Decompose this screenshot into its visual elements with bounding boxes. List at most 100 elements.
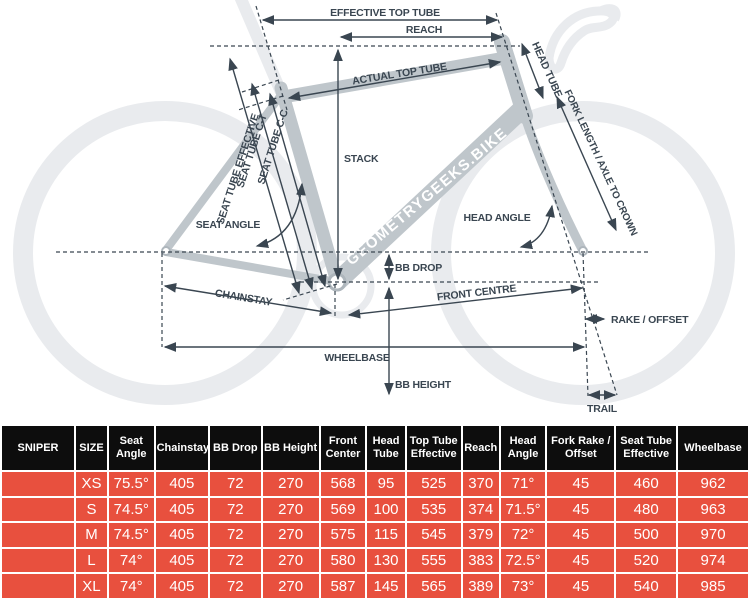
- size-cell: M: [76, 523, 107, 547]
- value-cell: 75.5°: [108, 472, 154, 496]
- value-cell: 520: [616, 548, 677, 573]
- table-header: SNIPER SIZE Seat Angle Chainstay BB Drop BB H…: [2, 426, 748, 470]
- geometry-table: SNIPER SIZE Seat Angle Chainstay BB Drop BB H…: [0, 424, 750, 600]
- label-stack: STACK: [344, 153, 379, 165]
- value-cell: 100: [367, 497, 405, 522]
- value-cell: 580: [320, 548, 366, 573]
- value-cell: 270: [262, 548, 319, 573]
- value-cell: 985: [678, 574, 748, 598]
- head-tube-arrow: [521, 42, 544, 100]
- label-wheelbase: WHEELBASE: [324, 352, 389, 364]
- rear-dropout: [161, 246, 171, 256]
- value-cell: 72: [210, 497, 261, 522]
- value-cell: 389: [462, 574, 499, 598]
- column-header: Reach: [462, 426, 499, 470]
- row-spacer-cell: [2, 548, 74, 573]
- handlebar-ghost: [544, 6, 618, 74]
- header-row: SNIPER SIZE Seat Angle Chainstay BB Drop BB H…: [2, 426, 748, 470]
- geometry-diagram-svg: GEOMETRYGEEKS.BIKE: [13, 0, 735, 415]
- value-cell: 370: [462, 472, 499, 496]
- seat-tube-effective-arrow: [228, 57, 301, 295]
- value-cell: 500: [616, 523, 677, 547]
- value-cell: 71.5°: [500, 497, 546, 522]
- value-cell: 270: [262, 497, 319, 522]
- head-tube-frame: [494, 34, 533, 124]
- value-cell: 72: [210, 574, 261, 598]
- value-cell: 72: [210, 548, 261, 573]
- row-spacer-cell: [2, 497, 74, 522]
- value-cell: 405: [155, 523, 209, 547]
- label-effective-top-tube: EFFECTIVE TOP TUBE: [330, 7, 440, 19]
- size-cell: L: [76, 548, 107, 573]
- column-header: Seat Tube Effective: [616, 426, 677, 470]
- value-cell: 72.5°: [500, 548, 546, 573]
- row-spacer-cell: [2, 472, 74, 496]
- value-cell: 962: [678, 472, 748, 496]
- model-name-header: SNIPER: [2, 426, 74, 470]
- value-cell: 974: [678, 548, 748, 573]
- table-row: L 74° 405 72 270 580 130 555 383 72.5° 45 520 974: [2, 548, 748, 573]
- value-cell: 72: [210, 472, 261, 496]
- value-cell: 45: [547, 497, 615, 522]
- front-axle-vertical-ref: [582, 252, 589, 397]
- actual-top-tube-arrow: [287, 59, 502, 101]
- value-cell: 74.5°: [108, 497, 154, 522]
- size-cell: XL: [76, 574, 107, 598]
- column-header: Chainstay: [155, 426, 209, 470]
- column-header: Head Tube: [367, 426, 405, 470]
- value-cell: 963: [678, 497, 748, 522]
- value-cell: 270: [262, 472, 319, 496]
- column-header: BB Height: [262, 426, 319, 470]
- table-body: XS 75.5° 405 72 270 568 95 525 370 71° 45 460 962 S 74…: [2, 472, 748, 598]
- label-reach: REACH: [406, 24, 442, 36]
- value-cell: 379: [462, 523, 499, 547]
- value-cell: 383: [462, 548, 499, 573]
- size-cell: S: [76, 497, 107, 522]
- geometry-diagram: GEOMETRYGEEKS.BIKE: [13, 0, 735, 415]
- value-cell: 565: [406, 574, 461, 598]
- value-cell: 545: [406, 523, 461, 547]
- label-seat-angle: SEAT ANGLE: [196, 219, 261, 231]
- seat-angle-arc: [255, 182, 306, 249]
- column-header: Front Center: [320, 426, 366, 470]
- value-cell: 374: [462, 497, 499, 522]
- dimension-arrows: [163, 15, 617, 400]
- value-cell: 405: [155, 472, 209, 496]
- chainstay-arrow: [163, 282, 333, 317]
- label-bb-height: BB HEIGHT: [395, 379, 452, 391]
- value-cell: 45: [547, 472, 615, 496]
- value-cell: 95: [367, 472, 405, 496]
- value-cell: 460: [616, 472, 677, 496]
- value-cell: 405: [155, 497, 209, 522]
- column-header: Head Angle: [500, 426, 546, 470]
- watermark: GEOMETRYGEEKS.BIKE: [343, 124, 511, 269]
- value-cell: 74°: [108, 574, 154, 598]
- label-trail: TRAIL: [587, 403, 618, 415]
- value-cell: 73°: [500, 574, 546, 598]
- column-header: Fork Rake / Offset: [547, 426, 615, 470]
- value-cell: 72: [210, 523, 261, 547]
- table-row: S 74.5° 405 72 270 569 100 535 374 71.5° 45 480 963: [2, 497, 748, 522]
- value-cell: 525: [406, 472, 461, 496]
- down-tube: [327, 101, 530, 292]
- value-cell: 45: [547, 574, 615, 598]
- row-spacer-cell: [2, 523, 74, 547]
- brake-hood-ghost: [596, 4, 621, 22]
- fork-blade: [520, 112, 588, 256]
- column-header: Wheelbase: [678, 426, 748, 470]
- label-chainstay: CHAINSTAY: [214, 287, 273, 308]
- value-cell: 555: [406, 548, 461, 573]
- value-cell: 540: [616, 574, 677, 598]
- column-header: BB Drop: [210, 426, 261, 470]
- steering-axis-ref: [495, 12, 618, 396]
- value-cell: 270: [262, 523, 319, 547]
- label-bb-drop: BB DROP: [395, 262, 442, 274]
- value-cell: 45: [547, 548, 615, 573]
- value-cell: 970: [678, 523, 748, 547]
- head-angle-arc: [519, 204, 555, 250]
- row-spacer-cell: [2, 574, 74, 598]
- value-cell: 45: [547, 523, 615, 547]
- value-cell: 74.5°: [108, 523, 154, 547]
- label-rake-offset: RAKE / OFFSET: [611, 314, 689, 326]
